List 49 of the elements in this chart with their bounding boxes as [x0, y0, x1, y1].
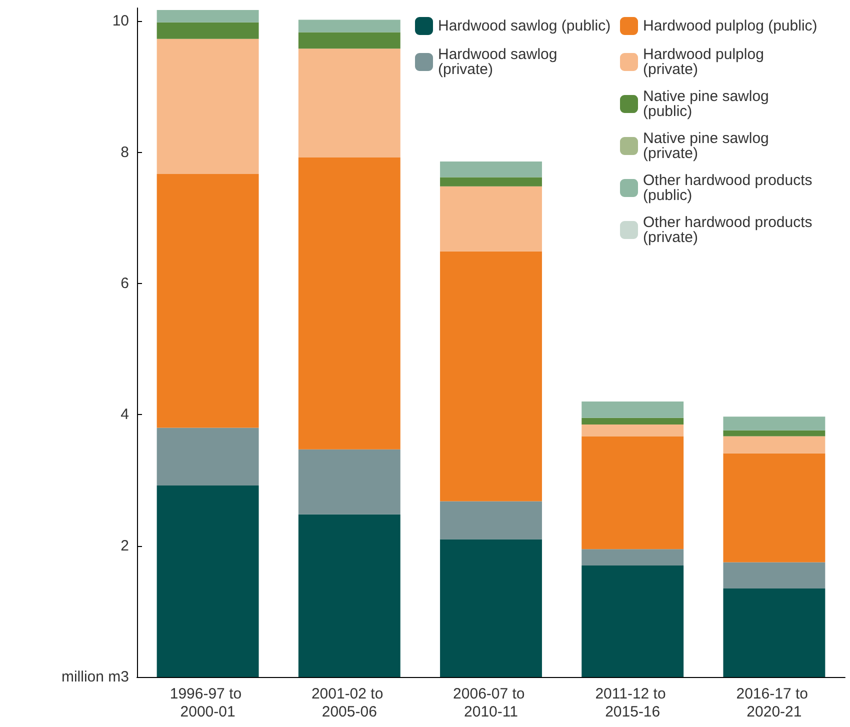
bar: [156, 22, 259, 39]
x-tick-label: 2016-17 to 2020-21: [736, 686, 812, 720]
y-axis-title: million m3: [61, 668, 129, 686]
y-tick-label: 8: [120, 144, 129, 161]
bar: [440, 177, 542, 186]
bar: [723, 562, 826, 588]
bar: [156, 38, 259, 174]
legend-label: Other hardwood products (private): [643, 214, 816, 246]
x-tick-label: 1996-97 to 2000-01: [170, 686, 246, 720]
bar: [723, 430, 826, 436]
bar: [723, 416, 826, 430]
bar: [440, 251, 542, 502]
bar: [156, 428, 259, 486]
y-tick-label: 4: [120, 406, 129, 424]
bar: [582, 549, 684, 566]
bar: [582, 418, 684, 424]
bar: [440, 186, 542, 252]
bar: [440, 161, 542, 178]
bar: [440, 539, 542, 677]
legend-label: Other hardwood products (public): [643, 172, 816, 204]
bar: [582, 402, 684, 418]
bar: [156, 485, 259, 677]
legend-label: Hardwood sawlog (private): [438, 46, 562, 78]
y-tick-label: 6: [120, 274, 129, 292]
bar: [298, 48, 400, 158]
legend-label: Hardwood sawlog (public): [438, 18, 611, 34]
bar: [582, 566, 684, 677]
legend-label: Native pine sawlog (public): [643, 88, 774, 120]
x-tick-label: 2011-12 to 2015-16: [595, 686, 670, 720]
y-tick-label: 10: [112, 12, 129, 30]
bar: [298, 449, 400, 514]
y-tick-label: 2: [120, 537, 129, 554]
bar: [723, 588, 826, 677]
bar: [440, 501, 542, 540]
bar: [298, 158, 400, 450]
legend-label: Native pine sawlog (private): [643, 130, 774, 162]
bar: [156, 10, 259, 22]
x-tick-label: 2006-07 to 2010-11: [453, 686, 529, 720]
bar: [298, 514, 400, 677]
bar: [298, 32, 400, 49]
bar: [723, 453, 826, 562]
bar: [156, 174, 259, 428]
bar: [723, 436, 826, 454]
legend-label: Hardwood pulplog (public): [643, 18, 818, 34]
bar: [582, 436, 684, 550]
legend-label: Hardwood pulplog (private): [643, 46, 768, 78]
x-tick-label: 2001-02 to 2005-06: [311, 686, 388, 720]
bar: [582, 424, 684, 436]
bar: [298, 20, 400, 32]
